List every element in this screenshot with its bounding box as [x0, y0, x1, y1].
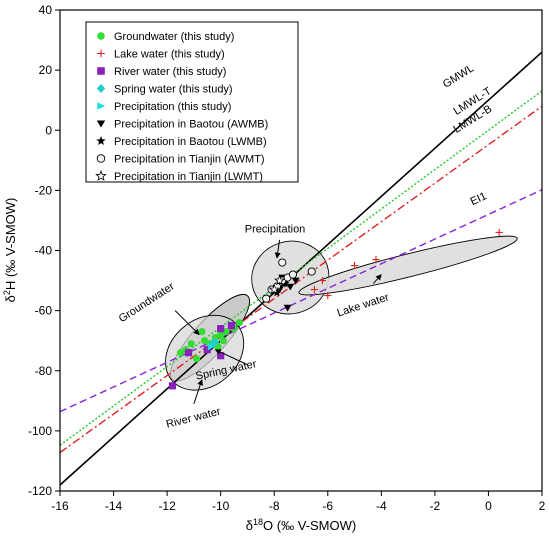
legend-label: Precipitation in Baotou (LWMB) — [114, 136, 267, 148]
point-precipitation-in-baotou-awmb-3 — [283, 304, 292, 312]
annotation-ei1: EI1 — [469, 190, 489, 208]
point-river-water-this-study-3 — [217, 352, 225, 360]
y-tick-label: -60 — [35, 304, 53, 318]
point-groundwater-this-study-2 — [192, 355, 201, 363]
legend-label: River water (this study) — [114, 66, 226, 78]
annotation-lake-water: Lake water — [336, 291, 391, 319]
arrow-groundwater — [174, 310, 200, 336]
point-river-water-this-study-4 — [217, 325, 225, 333]
y-tick-label: -120 — [28, 484, 52, 498]
x-tick-label: -10 — [212, 499, 230, 513]
point-groundwater-this-study-12 — [176, 349, 185, 357]
legend-label: Precipitation in Baotou (AWMB) — [114, 119, 268, 131]
legend-marker-3 — [96, 83, 106, 94]
point-lake-water-this-study-0 — [495, 228, 503, 237]
legend-label: Groundwater (this study) — [114, 31, 234, 43]
legend-label: Precipitation in Tianjin (AWMT) — [114, 154, 265, 166]
x-tick-label: -14 — [105, 499, 123, 513]
point-groundwater-this-study-5 — [211, 334, 219, 342]
point-river-water-this-study-1 — [184, 349, 193, 357]
y-tick-label: -40 — [35, 244, 53, 258]
arrow-spring-water — [214, 349, 248, 366]
x-tick-label: -16 — [51, 499, 69, 513]
y-tick-label: -80 — [35, 364, 53, 378]
point-precipitation-in-baotou-awmb-5 — [291, 277, 300, 285]
legend: Groundwater (this study) Lake water (this… — [85, 21, 299, 183]
line-lmwl-b — [60, 105, 542, 454]
x-tick-label: 2 — [539, 499, 546, 513]
legend-label: Lake water (this study) — [114, 49, 225, 61]
x-tick-label: -2 — [430, 499, 441, 513]
point-lake-water-this-study-2 — [350, 261, 359, 270]
annotation-river-water: River water — [165, 406, 222, 431]
legend-box — [85, 21, 299, 183]
arrow-river-water — [193, 379, 204, 404]
point-lake-water-this-study-5 — [324, 291, 332, 300]
point-precipitation-in-baotou-awmb-4 — [286, 283, 295, 291]
point-lake-water-this-study-3 — [318, 276, 327, 285]
point-groundwater-this-study-6 — [217, 331, 225, 339]
legend-marker-2 — [97, 67, 105, 75]
point-precipitation-in-tianjin-lwmt-1 — [274, 274, 286, 286]
point-spring-water-this-study-1 — [211, 337, 220, 347]
legend-marker-8 — [95, 169, 107, 181]
point-precipitation-in-tianjin-awmt-6 — [278, 258, 287, 267]
point-precipitation-in-tianjin-awmt-0 — [262, 294, 271, 303]
annotation-groundwater: Groundwater — [117, 280, 177, 325]
legend-marker-6 — [96, 136, 106, 145]
point-river-water-this-study-2 — [203, 346, 211, 354]
arrow-precipitation — [274, 239, 281, 259]
annotation-precipitation: Precipitation — [245, 223, 306, 235]
point-groundwater-this-study-3 — [201, 337, 209, 345]
legend-marker-5 — [96, 120, 106, 128]
y-tick-label: -100 — [28, 424, 52, 438]
point-lake-water-this-study-4 — [310, 285, 318, 294]
data-points — [168, 228, 503, 390]
x-tick-label: -4 — [376, 499, 387, 513]
point-groundwater-this-study-13 — [219, 337, 227, 345]
y-tick-label: 0 — [45, 123, 52, 137]
line-ei1 — [60, 189, 542, 413]
legend-label: Precipitation (this study) — [114, 101, 231, 113]
point-precipitation-in-tianjin-lwmt-0 — [268, 283, 280, 295]
point-river-water-this-study-5 — [227, 322, 235, 330]
point-groundwater-this-study-1 — [187, 340, 195, 348]
y-tick-label: -20 — [35, 183, 53, 197]
y-axis-label: δ2H (‰ V-SMOW) — [2, 198, 18, 303]
x-tick-label: 0 — [485, 499, 492, 513]
x-tick-label: -8 — [269, 499, 280, 513]
axes: -16 -14 -12 -10 -8 -6 -4 -2 0 2-120-100-80-60-40-… — [28, 3, 546, 513]
y-tick-label: 20 — [39, 63, 53, 77]
point-precipitation-in-tianjin-awmt-5 — [288, 270, 298, 279]
y-tick-label: 40 — [39, 3, 53, 17]
legend-marker-0 — [97, 32, 105, 40]
x-tick-label: -6 — [322, 499, 333, 513]
reference-lines — [60, 51, 542, 486]
legend-marker-1 — [97, 49, 105, 58]
x-axis-label: δ18O (‰ V-SMOW) — [246, 517, 356, 533]
point-precipitation-in-tianjin-awmt-7 — [307, 267, 316, 276]
arrow-lake-water — [372, 274, 382, 284]
legend-marker-4 — [97, 102, 106, 110]
legend-marker-7 — [96, 154, 106, 163]
point-groundwater-this-study-9 — [235, 319, 244, 327]
point-groundwater-this-study-10 — [198, 328, 206, 336]
point-river-water-this-study-0 — [168, 382, 177, 390]
point-lake-water-this-study-1 — [372, 255, 380, 264]
lake-water-region — [298, 235, 518, 296]
legend-label: Precipitation in Tianjin (LWMT) — [114, 171, 263, 183]
line-gmwl — [60, 51, 542, 486]
x-tick-label: -12 — [158, 499, 176, 513]
legend-label: Spring water (this study) — [114, 84, 233, 96]
point-precipitation-this-study-0 — [207, 343, 216, 351]
annotation-gmwl: GMWL — [441, 62, 476, 90]
